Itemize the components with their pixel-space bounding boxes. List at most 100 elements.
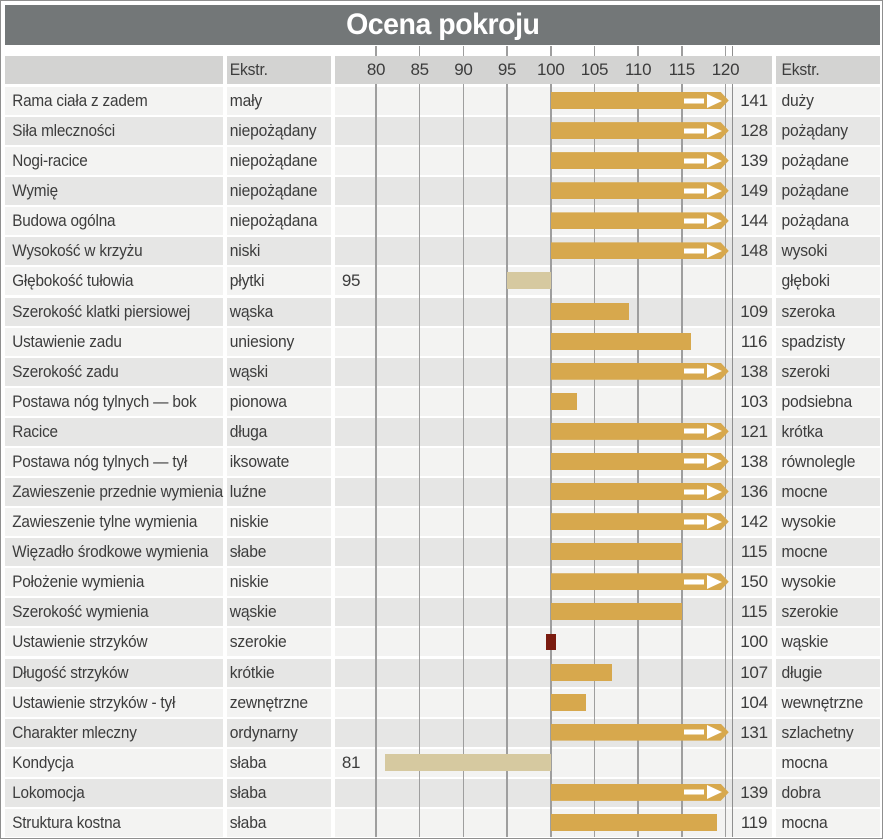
score-bar (550, 332, 691, 350)
header-ekstr-left: Ekstr. (227, 56, 331, 84)
score-chart-cell: 116 (335, 327, 772, 356)
table-row: Wysokość w krzyżu niski 148 wysoki (1, 237, 882, 266)
score-bar (550, 693, 586, 711)
trait-cell: Postawa nóg tylnych — tył (5, 447, 223, 476)
score-chart-cell: 100 (335, 628, 772, 657)
score-chart-cell: 149 (335, 177, 772, 206)
header-ekstr-right: Ekstr. (776, 56, 880, 84)
extreme-high-cell: pożądane (776, 177, 880, 206)
table-row: Struktura kostna słaba 119 mocna (1, 808, 882, 837)
trait-cell: Szerokość wymienia (5, 598, 223, 627)
trait-label: Budowa ogólna (12, 211, 116, 231)
score-bar-overflow (551, 483, 729, 500)
trait-label: Lokomocja (12, 782, 85, 802)
extreme-high-cell: wysokie (776, 568, 880, 597)
extreme-high-label: pożądane (781, 181, 849, 201)
extreme-low-cell: wąski (227, 357, 331, 386)
score-bar-overflow (551, 92, 729, 109)
score-value: 142 (740, 512, 768, 532)
score-bar (550, 543, 682, 561)
arrow-head (707, 184, 722, 198)
arrow-right-icon (551, 122, 729, 139)
extreme-low-cell: długa (227, 417, 331, 446)
score-value: 138 (740, 361, 768, 381)
trait-cell: Rama ciała z zadem (5, 87, 223, 115)
score-bar-overflow (551, 784, 729, 801)
extreme-low-label: słaba (229, 782, 267, 802)
trait-label: Długość strzyków (12, 662, 129, 682)
arrow-shaft (684, 158, 704, 163)
score-chart-cell: 115 (335, 598, 772, 627)
extreme-high-label: pożądany (781, 121, 849, 141)
trait-cell: Położenie wymienia (5, 568, 223, 597)
extreme-low-label: iksowate (229, 451, 290, 471)
trait-label: Nogi-racice (12, 151, 88, 171)
extreme-low-label: uniesiony (229, 331, 295, 351)
arrow-right-icon (551, 513, 729, 530)
score-bar-overflow (551, 122, 729, 139)
table-row: Rama ciała z zadem mały 141 duży (1, 87, 882, 115)
score-value: 103 (740, 391, 768, 411)
ekstr-right-label: Ekstr. (781, 60, 820, 79)
extreme-high-label: szerokie (781, 602, 839, 622)
extreme-low-cell: wąskie (227, 598, 331, 627)
trait-cell: Ustawienie zadu (5, 327, 223, 356)
arrow-right-icon (551, 182, 729, 199)
extreme-low-cell: uniesiony (227, 327, 331, 356)
arrow-shaft (684, 519, 704, 524)
score-chart-cell: 144 (335, 207, 772, 236)
extreme-high-cell: wąskie (776, 628, 880, 657)
arrow-right-icon (551, 453, 729, 470)
trait-label: Ustawienie zadu (12, 331, 122, 351)
extreme-high-label: wąskie (781, 632, 829, 652)
extreme-high-label: głęboki (781, 271, 830, 291)
table-row: Wymię niepożądane 149 pożądane (1, 177, 882, 206)
axis-tick-105: 105 (580, 60, 609, 79)
axis-tick-95: 95 (497, 60, 517, 79)
trait-cell: Szerokość zadu (5, 357, 223, 386)
axis-tick-120: 120 (711, 60, 740, 79)
trait-cell: Zawieszenie tylne wymienia (5, 508, 223, 537)
arrow-head (707, 154, 722, 168)
score-value: 95 (341, 271, 361, 291)
arrow-right-icon (551, 724, 729, 741)
extreme-low-label: wąski (229, 361, 268, 381)
extreme-high-cell: mocna (776, 808, 880, 837)
score-baseline-mark (545, 634, 556, 651)
score-chart-cell: 148 (335, 237, 772, 266)
extreme-high-cell: wewnętrzne (776, 688, 880, 717)
score-chart-cell: 107 (335, 658, 772, 687)
score-bar (550, 603, 682, 621)
score-bar-overflow (551, 212, 729, 229)
extreme-low-label: niepożądane (229, 181, 318, 201)
extreme-high-label: duży (781, 91, 814, 110)
extreme-low-cell: niskie (227, 568, 331, 597)
score-value: 136 (740, 482, 768, 502)
table-row: Więzadło środkowe wymienia słabe 115 mocne (1, 538, 882, 567)
trait-cell: Zawieszenie przednie wymienia (5, 478, 223, 507)
extreme-low-label: szerokie (229, 632, 287, 652)
extreme-low-label: niepożądany (229, 121, 317, 141)
report-title: Ocena pokroju (345, 8, 540, 41)
extreme-high-cell: szeroki (776, 357, 880, 386)
table-row: Racice długa 121 krótka (1, 417, 882, 446)
trait-label: Racice (12, 421, 58, 441)
table-row: Ustawienie zadu uniesiony 116 spadzisty (1, 327, 882, 356)
extreme-high-cell: szlachetny (776, 718, 880, 747)
score-value: 131 (740, 722, 768, 742)
extreme-high-cell: szerokie (776, 598, 880, 627)
extreme-low-label: niskie (229, 572, 269, 592)
header-axis-ticks: 80 85 90 95 100 105 110 115 120 (335, 56, 772, 84)
extreme-low-cell: krótkie (227, 658, 331, 687)
score-value: 128 (740, 121, 768, 141)
extreme-low-cell: luźne (227, 478, 331, 507)
arrow-right-icon (551, 242, 729, 259)
score-bar-below (384, 753, 551, 771)
extreme-low-cell: niepożądane (227, 177, 331, 206)
axis-tick-115: 115 (668, 60, 696, 79)
extreme-low-label: płytki (229, 271, 265, 291)
extreme-high-label: wysokie (781, 512, 837, 532)
arrow-shaft (684, 188, 704, 193)
extreme-low-cell: słaba (227, 808, 331, 837)
extreme-high-cell: wysoki (776, 237, 880, 266)
